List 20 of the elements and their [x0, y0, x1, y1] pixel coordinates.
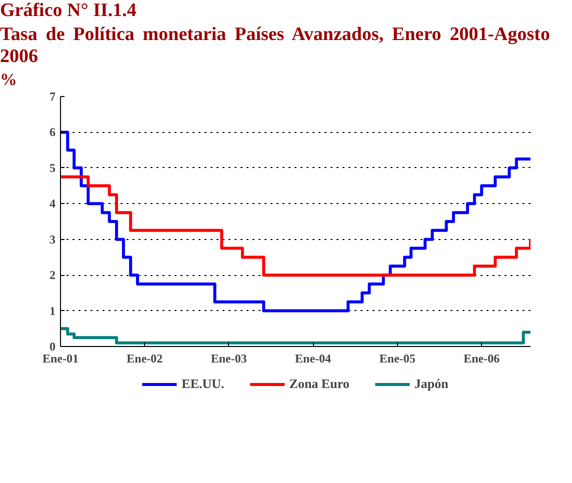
legend-label: EE.UU. — [182, 376, 224, 392]
x-tick-label: Ene-01 — [42, 352, 78, 366]
legend-label: Japón — [414, 376, 448, 392]
y-tick-label: 4 — [50, 196, 56, 211]
legend-label: Zona Euro — [289, 376, 350, 392]
y-tick-label: 0 — [50, 340, 56, 354]
y-tick-label: 3 — [50, 232, 56, 246]
y-tick-label: 2 — [50, 268, 56, 282]
chart-subtitle: Tasa de Política monetaria Países Avanzados, Enero 2001-Agosto 2006 — [0, 24, 550, 68]
x-tick-label: Ene-04 — [295, 352, 332, 366]
y-tick-label: 1 — [50, 304, 56, 318]
y-tick-label: 5 — [50, 161, 56, 176]
y-axis-title: % — [0, 70, 17, 90]
x-tick-label: Ene-03 — [210, 352, 247, 366]
x-tick-label: Ene-05 — [379, 352, 416, 366]
y-tick-label: 7 — [50, 90, 56, 104]
chart-title: Gráfico N° II.1.4 — [0, 0, 136, 22]
x-tick-label: Ene-06 — [464, 352, 500, 366]
x-tick-label: Ene-02 — [126, 352, 163, 366]
y-tick-label: 6 — [50, 125, 56, 140]
